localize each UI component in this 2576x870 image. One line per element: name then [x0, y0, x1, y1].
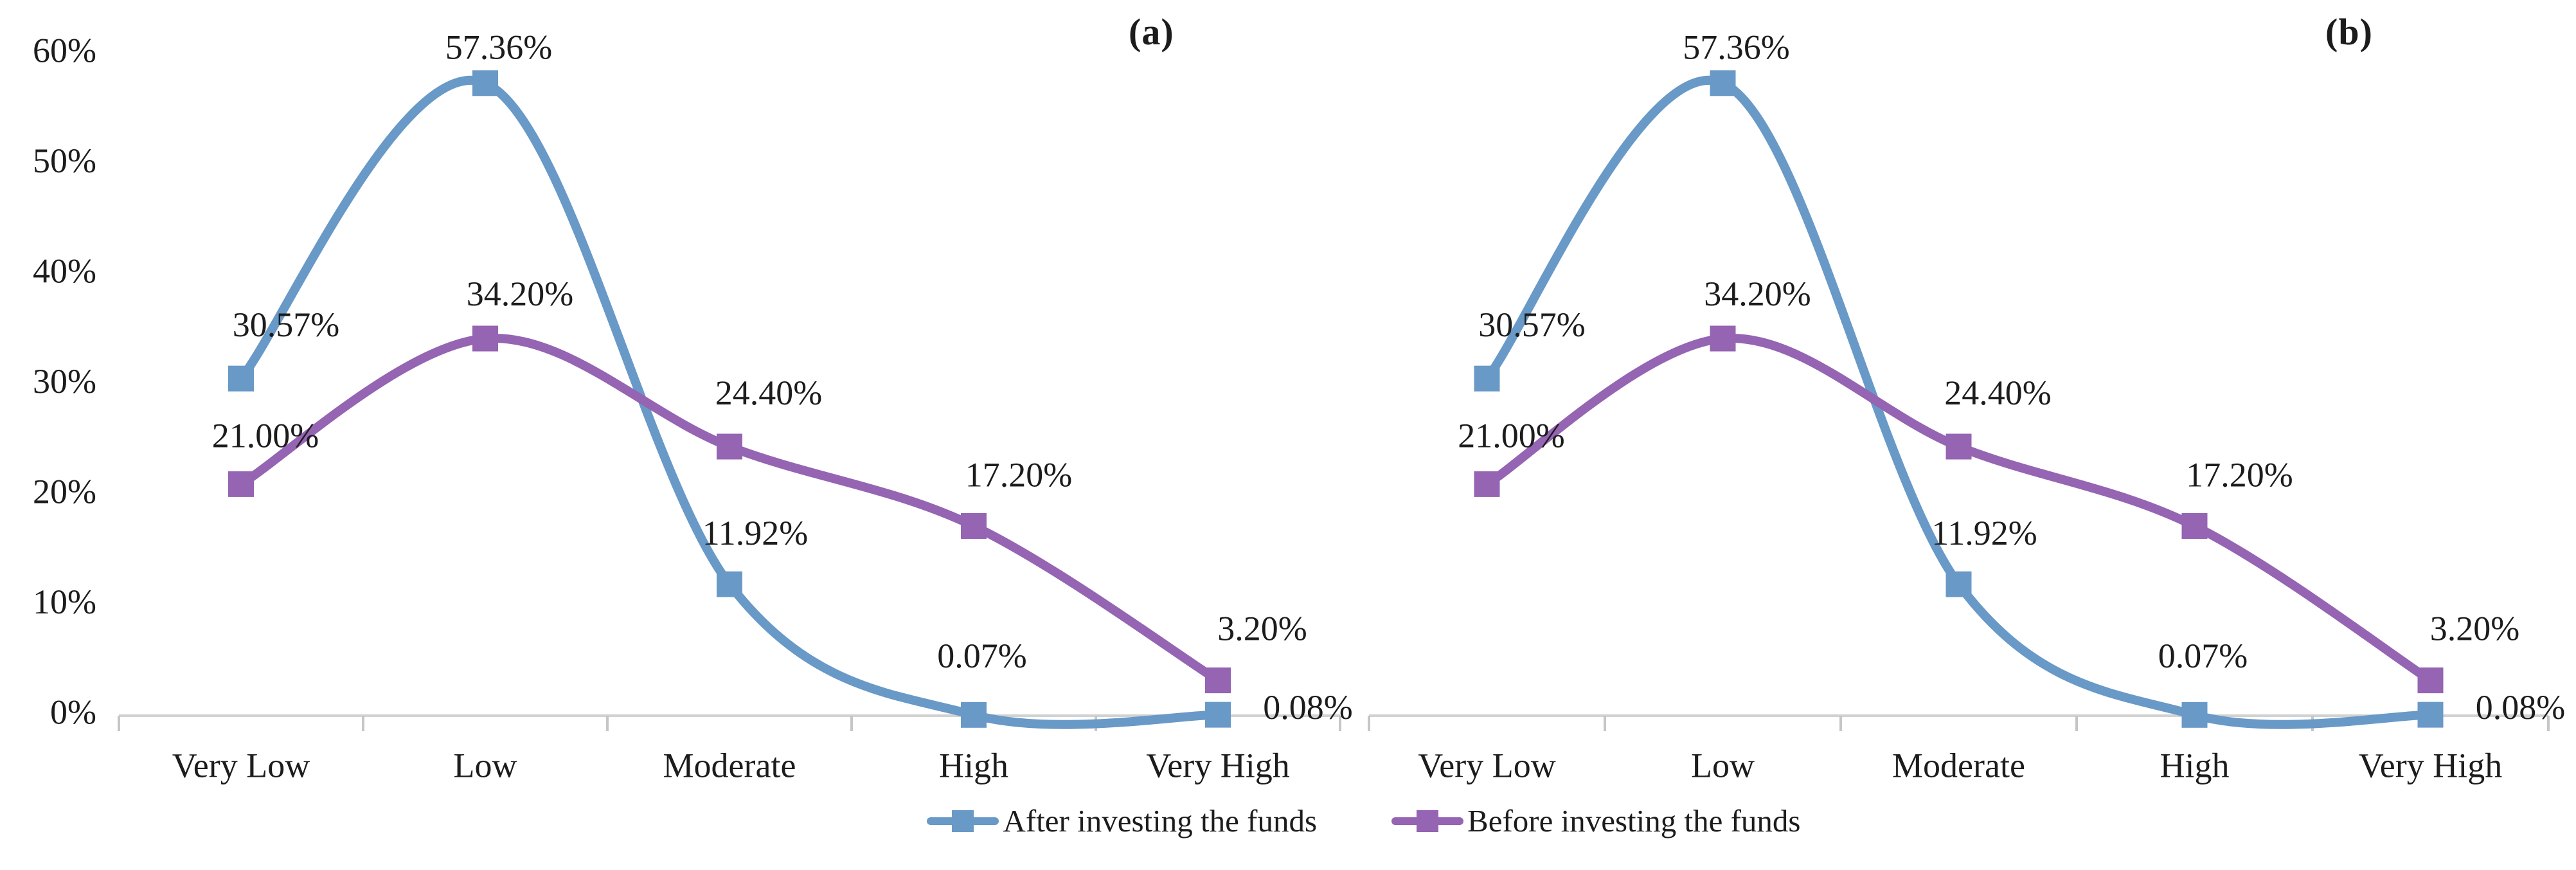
legend-item-before-investing: Before investing the funds [1391, 803, 1801, 838]
legend-item-after-investing: After investing the funds [927, 805, 1317, 837]
category-label: Very Low [1418, 746, 1555, 784]
square-marker-icon [1474, 365, 1500, 392]
y-axis-tick-label: 30% [33, 362, 96, 401]
square-marker-icon [2417, 702, 2444, 728]
square-marker-icon [2181, 702, 2208, 728]
data-label: 21.00% [1458, 416, 1564, 455]
category-label: High [2160, 746, 2230, 784]
data-label: 24.40% [715, 374, 822, 412]
chart-panel-a: Very Low Low Moderate High Very High 0% 10% 20%… [33, 28, 1353, 785]
data-label: 0.08% [1263, 688, 1352, 727]
data-label: 24.40% [1944, 374, 2051, 412]
square-marker-icon [228, 365, 254, 392]
legend: After investing the funds Before investi… [76, 805, 2576, 837]
data-label: 11.92% [1931, 514, 2037, 552]
panel-label-a: (a) [1129, 11, 1174, 53]
legend-label: Before investing the funds [1467, 803, 1801, 838]
square-marker-icon [2417, 667, 2444, 694]
square-marker-icon [961, 702, 987, 728]
y-axis-tick-label: 20% [33, 472, 96, 511]
panel-label-b: (b) [2325, 11, 2373, 53]
data-label: 3.20% [2430, 609, 2519, 648]
square-marker-icon [1945, 571, 1972, 597]
category-label: Very High [2359, 746, 2502, 784]
data-label: 34.20% [467, 275, 573, 313]
data-label: 21.00% [212, 416, 319, 455]
line-square-marker-icon [1391, 810, 1464, 832]
data-label: 0.08% [2476, 688, 2565, 727]
category-label: Low [454, 746, 517, 784]
square-marker-icon [2181, 513, 2208, 539]
line-square-marker-icon [927, 810, 999, 832]
y-axis-tick-label: 0% [50, 693, 96, 731]
category-label: Very High [1146, 746, 1289, 784]
data-label: 30.57% [1478, 305, 1585, 344]
square-marker-icon [717, 571, 742, 597]
square-marker-icon [1205, 702, 1231, 728]
data-label: 17.20% [965, 455, 1072, 494]
data-label: 17.20% [2186, 455, 2293, 494]
legend-label: After investing the funds [1003, 803, 1318, 838]
data-label: 34.20% [1704, 275, 1811, 313]
square-marker-icon [472, 70, 498, 96]
data-label: 57.36% [1683, 28, 1789, 67]
square-marker-icon [717, 433, 742, 460]
square-marker-icon [1205, 667, 1231, 694]
square-marker-icon [472, 325, 498, 352]
series-line-after-investing [237, 76, 1222, 729]
data-label: 30.57% [233, 305, 339, 344]
category-label: Low [1691, 746, 1755, 784]
square-marker-icon [1474, 471, 1500, 497]
data-label: 0.07% [2158, 637, 2248, 675]
y-axis-tick-label: 50% [33, 141, 96, 180]
square-marker-icon [961, 513, 987, 539]
square-marker-icon [1945, 433, 1972, 460]
data-label: 0.07% [937, 637, 1026, 675]
category-label: Moderate [663, 746, 796, 784]
square-marker-icon [1710, 70, 1736, 96]
square-marker-icon [1710, 325, 1736, 352]
data-label: 57.36% [445, 28, 552, 67]
chart-panel-b: Very Low Low Moderate High Very High 30.57% 57… [1368, 28, 2565, 784]
data-label: 3.20% [1217, 609, 1307, 648]
category-label: Moderate [1892, 746, 2025, 784]
category-label: Very Low [172, 746, 310, 784]
data-label: 11.92% [702, 514, 808, 552]
category-label: High [939, 746, 1008, 784]
y-axis-tick-label: 40% [33, 251, 96, 290]
y-axis-tick-label: 60% [33, 31, 96, 69]
series-line-after-investing [1482, 76, 2435, 729]
square-marker-icon [228, 471, 254, 497]
y-axis-tick-label: 10% [33, 583, 96, 621]
